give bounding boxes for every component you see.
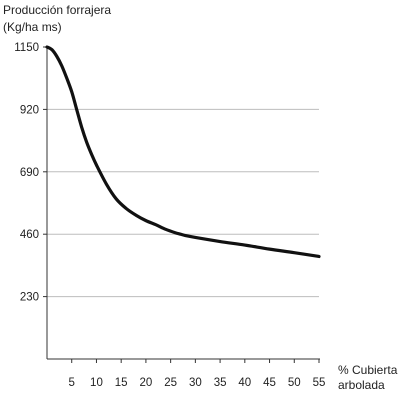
gridlines xyxy=(47,108,319,298)
axes xyxy=(46,47,320,360)
x-tick-label: 30 xyxy=(189,377,202,389)
series-line xyxy=(45,45,321,259)
x-tick-label: 20 xyxy=(140,377,153,389)
y-tick-labels: 1150 920 690 460 230 xyxy=(14,42,47,304)
x-axis-title-line-1: % Cubierta xyxy=(338,363,398,377)
x-tick-labels: 5 10 15 20 25 30 35 40 45 50 55 xyxy=(69,359,326,389)
x-tick-label: 40 xyxy=(238,377,251,389)
x-tick-label: 50 xyxy=(288,377,301,389)
y-tick-label: 460 xyxy=(20,229,39,241)
x-tick-label: 35 xyxy=(214,377,227,389)
x-tick-label: 15 xyxy=(115,377,128,389)
y-tick-label: 230 xyxy=(20,292,39,304)
x-tick-label: 45 xyxy=(263,377,276,389)
y-tick-label: 1150 xyxy=(14,42,39,54)
x-tick-label: 10 xyxy=(90,377,103,389)
x-tick-label: 5 xyxy=(69,377,75,389)
x-axis-title: % Cubierta arbolada xyxy=(338,363,398,392)
x-tick-label: 55 xyxy=(313,377,326,389)
x-tick-label: 25 xyxy=(164,377,177,389)
y-axis-title-line-2: (Kg/ha ms) xyxy=(3,20,62,34)
y-tick-label: 920 xyxy=(20,104,39,116)
y-tick-label: 690 xyxy=(20,167,39,179)
y-axis-title: Producción forrajera (Kg/ha ms) xyxy=(3,3,111,34)
x-axis-title-line-2: arbolada xyxy=(338,378,385,392)
y-axis-title-line-1: Producción forrajera xyxy=(3,3,111,17)
